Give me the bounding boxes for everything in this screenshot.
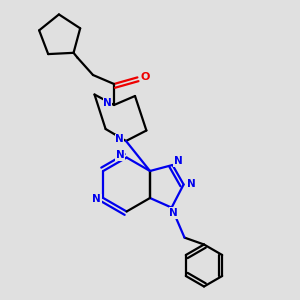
Text: N: N	[173, 156, 182, 167]
Text: N: N	[115, 134, 124, 145]
Text: N: N	[169, 208, 178, 218]
Text: N: N	[187, 179, 196, 189]
Text: N: N	[116, 150, 124, 160]
Text: O: O	[140, 72, 150, 82]
Text: N: N	[92, 194, 101, 205]
Text: N: N	[103, 98, 112, 109]
